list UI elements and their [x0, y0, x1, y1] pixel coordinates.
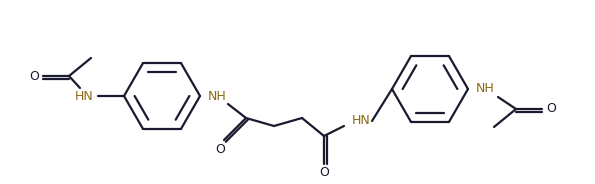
Text: O: O: [29, 70, 39, 82]
Text: HN: HN: [352, 114, 371, 128]
Text: NH: NH: [208, 89, 227, 102]
Text: HN: HN: [75, 89, 94, 102]
Text: O: O: [546, 102, 556, 116]
Text: O: O: [319, 166, 329, 179]
Text: NH: NH: [476, 82, 495, 95]
Text: O: O: [215, 143, 225, 156]
